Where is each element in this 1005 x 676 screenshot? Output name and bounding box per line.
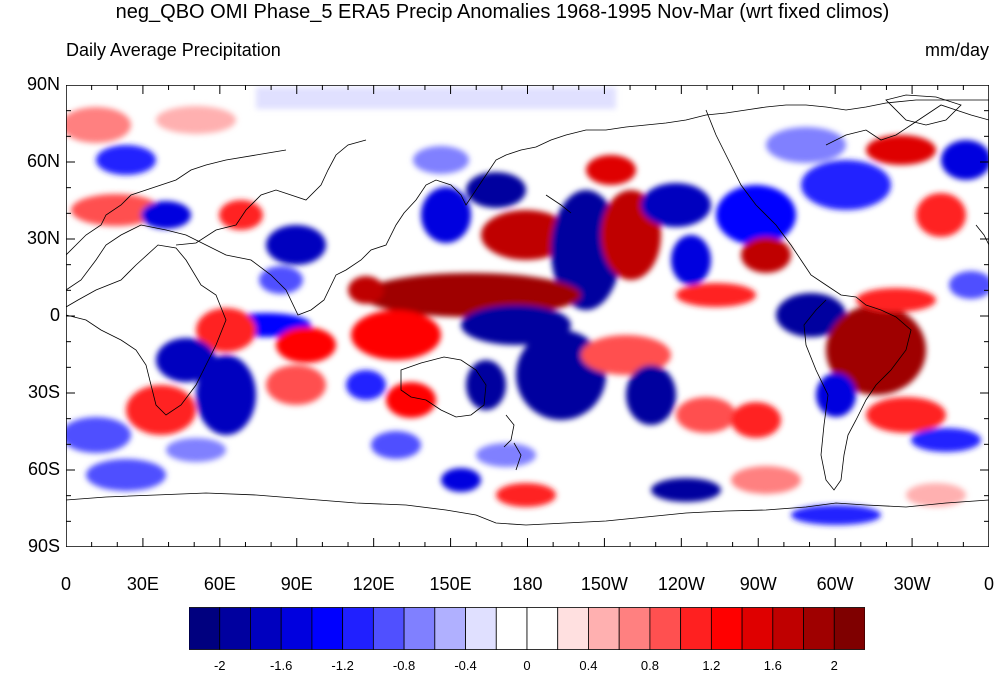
colorbar-swatch [250,607,282,650]
units-label: mm/day [924,40,989,60]
colorbar-label: -0.4 [454,658,477,673]
lon-label: 150E [429,574,472,594]
lat-label: 60S [27,459,60,479]
colorbar-label: 2 [830,658,838,673]
lat-label: 30S [27,382,60,402]
colorbar-swatch [803,607,835,650]
colorbar-label: 1.2 [702,658,721,673]
colorbar-swatch [526,607,559,650]
colorbar-swatch [618,607,651,650]
lon-label: 120E [352,574,395,594]
lon-label: 0 [60,574,71,594]
colorbar-label: -0.8 [392,658,416,673]
colorbar-swatch [833,607,865,650]
lon-label: 120W [657,574,705,594]
colorbar-swatch [680,607,712,650]
colorbar-label: -2 [213,658,226,673]
coastlines [66,94,989,526]
colorbar-swatch [311,607,344,650]
colorbar-label: -1.6 [269,658,293,673]
lon-label: 90E [280,574,313,594]
colorbar-swatch [219,607,251,650]
lon-label: 150W [580,574,628,594]
colorbar-swatch [710,607,743,650]
colorbar [189,607,865,650]
chart-title: neg_QBO OMI Phase_5 ERA5 Precip Anomalie… [115,1,890,23]
colorbar-swatch [649,607,682,650]
colorbar-swatch [372,607,405,650]
anomaly-field [66,87,989,525]
colorbar-swatch [588,607,620,650]
variable-label: Daily Average Precipitation [66,40,281,60]
lat-label: 30N [26,228,60,248]
lat-label: 90N [26,74,60,94]
colorbar-swatch [772,607,804,650]
colorbar-label: -1.2 [331,658,354,673]
colorbar-swatch [741,607,774,650]
axis-ticks [66,85,989,547]
lon-label: 180 [512,574,543,594]
colorbar-swatch [403,607,436,650]
lon-label: 30E [126,574,159,594]
colorbar-swatch [557,607,589,650]
colorbar-swatch [342,607,374,650]
colorbar-swatch [280,607,313,650]
lon-label: 0 [983,574,994,594]
lat-label: 60N [26,151,60,171]
colorbar-swatch [434,607,466,650]
lon-label: 90W [739,574,777,594]
lon-label: 30W [893,574,931,594]
colorbar-label: 0.8 [640,658,659,673]
colorbar-swatch [495,607,528,650]
lon-label: 60E [203,574,236,594]
lon-label: 60W [816,574,854,594]
lat-label: 90S [27,536,60,556]
colorbar-label: 1.6 [763,658,782,673]
colorbar-swatch [465,607,497,650]
colorbar-swatch [189,607,221,650]
lat-label: 0 [49,305,60,325]
precip-anomaly-map [66,85,989,547]
colorbar-label: 0.4 [579,658,598,673]
colorbar-label: 0 [523,658,531,673]
